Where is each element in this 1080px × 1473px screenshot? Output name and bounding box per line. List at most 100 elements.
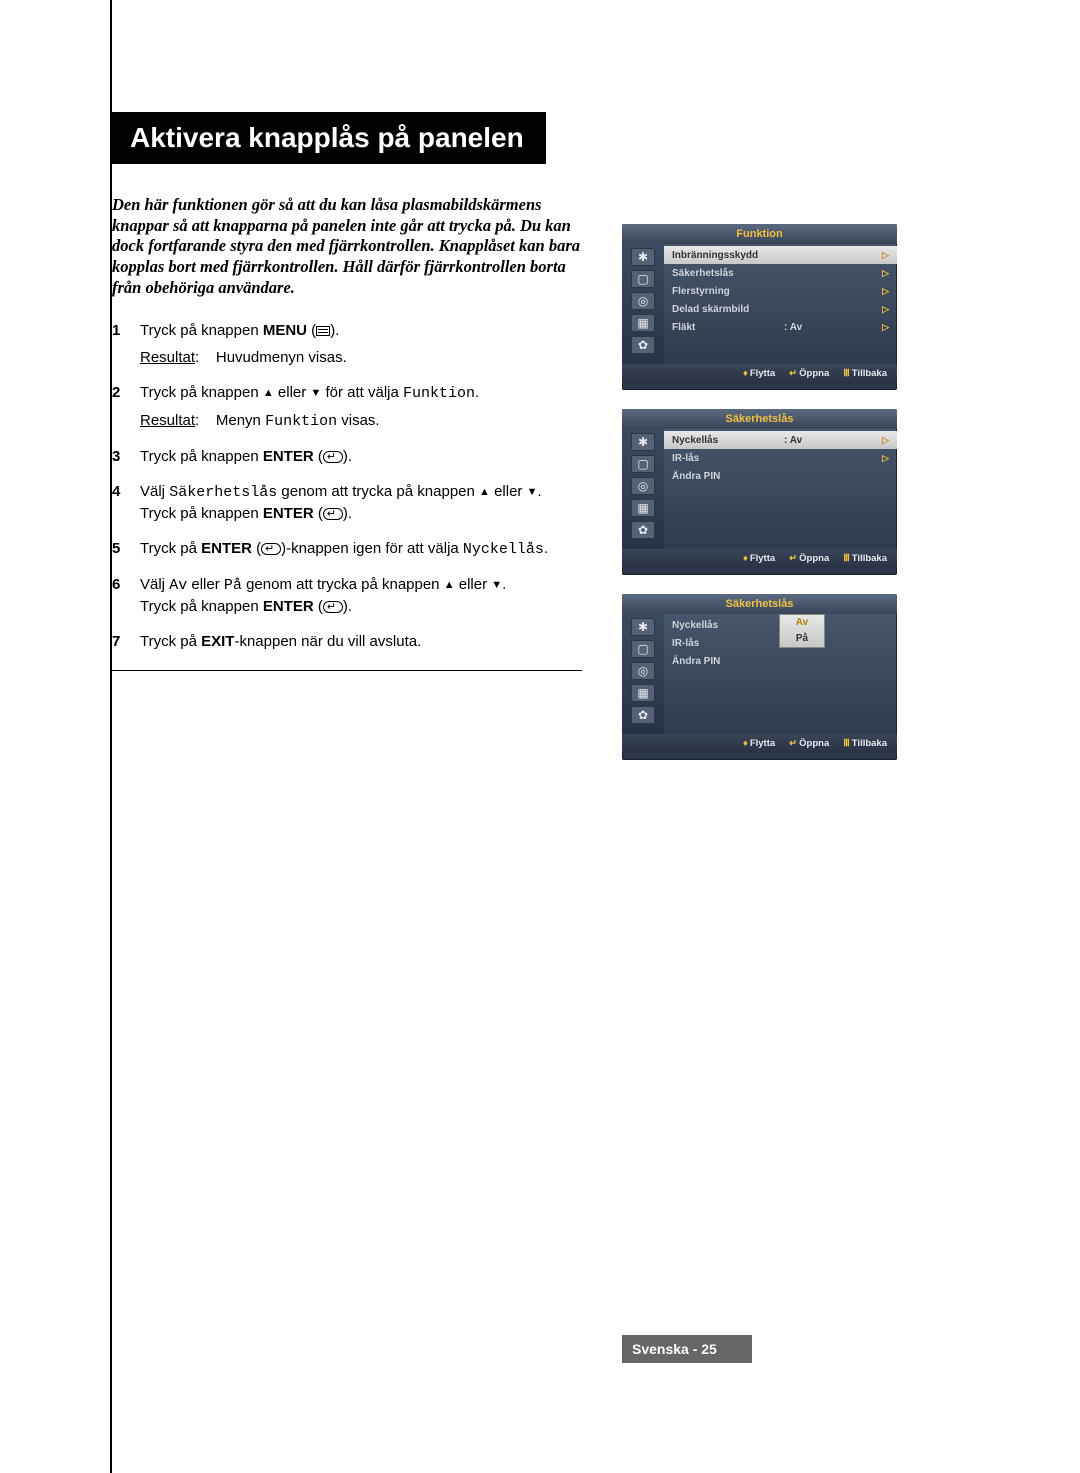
text: Tryck på (140, 540, 201, 557)
text: Tillbaka (852, 553, 887, 564)
text: : (195, 412, 199, 429)
text: Tryck på knappen (140, 448, 263, 465)
text: Menyn (216, 412, 265, 429)
step-body: Välj Av eller På genom att trycka på kna… (140, 574, 582, 617)
osd-footer: ♦Flytta ↵Öppna ⅢTillbaka (622, 549, 897, 568)
enter-label: ENTER (263, 505, 314, 522)
back-icon: Ⅲ (843, 738, 850, 749)
step-body: Tryck på EXIT-knappen när du vill avslut… (140, 631, 582, 652)
sakerhetslas-label: Säkerhetslås (169, 484, 277, 501)
chevron-right-icon: ▷ (882, 268, 889, 279)
osd-item-label: Inbränningsskydd (672, 250, 758, 261)
text: ). (343, 448, 352, 465)
text: Flytta (750, 368, 775, 379)
step-6: 6 Välj Av eller På genom att trycka på k… (112, 574, 582, 617)
footer-open: ↵Öppna (789, 553, 829, 564)
enter-label: ENTER (263, 598, 314, 615)
text: Tryck på knappen (140, 322, 263, 339)
step-body: Tryck på knappen MENU (). Resultat: Huvu… (140, 320, 582, 368)
result-line: Resultat: Huvudmenyn visas. (140, 347, 582, 368)
text: -knappen när du vill avsluta. (234, 633, 421, 650)
osd-item-label: Ändra PIN (672, 471, 720, 482)
text: ( (314, 505, 323, 522)
back-icon: Ⅲ (843, 553, 850, 564)
menu-label: MENU (263, 322, 307, 339)
osd-side-icon: ◎ (631, 662, 655, 680)
text: Öppna (799, 368, 829, 379)
enter-icon (323, 451, 343, 463)
step-number: 7 (112, 631, 140, 652)
nyckellas-label: Nyckellås (463, 541, 544, 558)
step-body: Välj Säkerhetslås genom att trycka på kn… (140, 481, 582, 524)
up-triangle-icon: ▲ (479, 486, 490, 498)
enter-icon: ↵ (789, 738, 797, 749)
pa-label: På (224, 577, 242, 594)
osd-side-icon: ◎ (631, 292, 655, 310)
osd-item: Ändra PIN (664, 652, 897, 670)
osd-body: ✱▢◎▦✿ Nyckellås:IR-låsÄndra PINAvPå (622, 614, 897, 734)
step-number: 5 (112, 538, 140, 560)
text: Välj (140, 576, 169, 593)
osd-screenshot-funktion: Funktion ✱▢◎▦✿ Inbränningsskydd▷Säkerhet… (622, 224, 897, 390)
footer-back: ⅢTillbaka (843, 553, 887, 564)
osd-item-label: Säkerhetslås (672, 268, 734, 279)
footer-open: ↵Öppna (789, 738, 829, 749)
osd-side-icon: ▦ (631, 314, 655, 332)
step-number: 4 (112, 481, 140, 524)
osd-side-icon: ▢ (631, 270, 655, 288)
text: ( (314, 598, 323, 615)
result-line: Resultat: Menyn Funktion visas. (140, 410, 582, 432)
osd-item: IR-lås▷ (664, 449, 897, 467)
text: Tryck på knappen (140, 598, 263, 615)
back-icon: Ⅲ (843, 368, 850, 379)
osd-title: Funktion (622, 224, 897, 244)
osd-sidebar: ✱▢◎▦✿ (622, 429, 664, 549)
osd-item-label: Ändra PIN (672, 656, 720, 667)
updown-icon: ♦ (743, 368, 748, 379)
text: . (475, 384, 479, 401)
footer-move: ♦Flytta (743, 368, 775, 379)
step-2: 2 Tryck på knappen ▲ eller ▼ för att väl… (112, 382, 582, 432)
text: Tryck på knappen (140, 505, 263, 522)
page: Aktivera knapplås på panelen Den här fun… (0, 0, 1080, 1473)
osd-side-icon: ✱ (631, 248, 655, 266)
result-label: Resultat (140, 412, 195, 429)
up-triangle-icon: ▲ (263, 387, 274, 399)
steps-list: 1 Tryck på knappen MENU (). Resultat: Hu… (112, 320, 582, 671)
osd-item: Ändra PIN (664, 467, 897, 485)
osd-sidebar: ✱▢◎▦✿ (622, 614, 664, 734)
exit-label: EXIT (201, 633, 234, 650)
text: ). (343, 598, 352, 615)
osd-item: Säkerhetslås ▷ (664, 264, 897, 282)
osd-item: Fläkt: Av▷ (664, 318, 897, 336)
osd-body: ✱▢◎▦✿ Nyckellås: Av▷IR-lås▷Ändra PIN (622, 429, 897, 549)
text: eller (455, 576, 492, 593)
osd-item-value: : Av (784, 322, 802, 333)
text: ( (307, 322, 316, 339)
footer-back: ⅢTillbaka (843, 738, 887, 749)
footer-back: ⅢTillbaka (843, 368, 887, 379)
text: Tryck på knappen (140, 384, 263, 401)
text: Flytta (750, 553, 775, 564)
osd-option: Av (780, 615, 824, 631)
text: . (537, 483, 541, 500)
osd-footer: ♦Flytta ↵Öppna ⅢTillbaka (622, 364, 897, 383)
text: ( (252, 540, 261, 557)
result-text: Huvudmenyn visas. (216, 349, 347, 366)
osd-item-value: : Av (784, 435, 802, 446)
text: ). (343, 505, 352, 522)
page-title: Aktivera knapplås på panelen (112, 112, 546, 164)
av-label: Av (169, 577, 187, 594)
chevron-right-icon: ▷ (882, 435, 889, 446)
updown-icon: ♦ (743, 553, 748, 564)
osd-body: ✱▢◎▦✿ Inbränningsskydd▷Säkerhetslås▷Fler… (622, 244, 897, 364)
enter-icon (323, 508, 343, 520)
osd-item-label: Delad skärmbild (672, 304, 749, 315)
osd-side-icon: ◎ (631, 477, 655, 495)
text: Tillbaka (852, 368, 887, 379)
updown-icon: ♦ (743, 738, 748, 749)
step-body: Tryck på ENTER ()-knappen igen för att v… (140, 538, 582, 560)
page-number-badge: Svenska - 25 (622, 1335, 752, 1363)
step-number: 6 (112, 574, 140, 617)
text: eller (274, 384, 311, 401)
